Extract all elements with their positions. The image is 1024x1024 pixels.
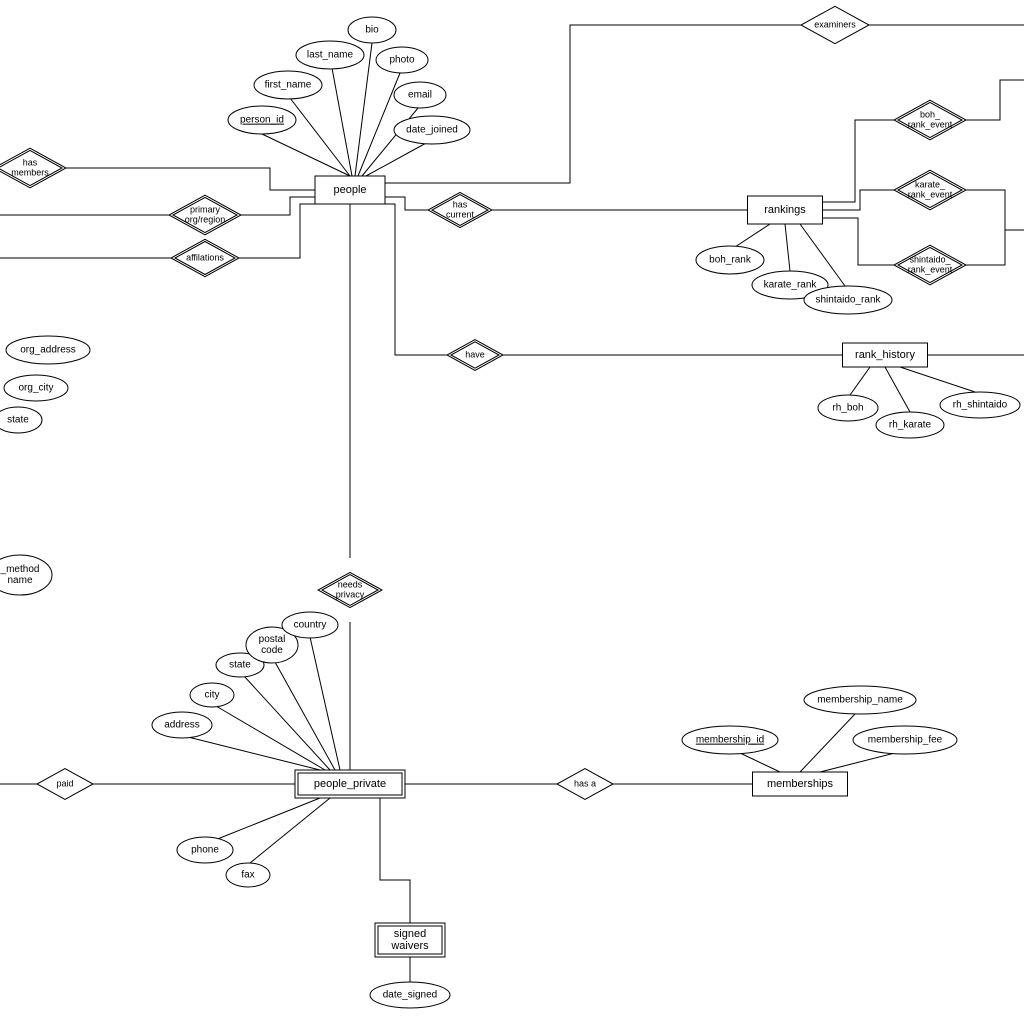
svg-text:privacy: privacy: [336, 589, 365, 599]
svg-text:photo: photo: [389, 55, 414, 66]
svg-text:address: address: [164, 720, 200, 731]
svg-text:current: current: [446, 209, 475, 219]
svg-text:first_name: first_name: [265, 80, 312, 91]
svg-text:shintaido_rank: shintaido_rank: [815, 295, 881, 306]
svg-text:affilations: affilations: [186, 252, 224, 262]
svg-text:rank_event: rank_event: [908, 119, 953, 129]
svg-text:memberships: memberships: [767, 778, 834, 790]
svg-text:date_joined: date_joined: [406, 125, 458, 136]
svg-text:rh_shintaido: rh_shintaido: [953, 400, 1008, 411]
svg-text:person_id: person_id: [240, 115, 284, 126]
svg-text:shintaido_: shintaido_: [909, 254, 951, 264]
svg-text:rank_history: rank_history: [855, 349, 915, 361]
svg-text:bio: bio: [365, 25, 379, 36]
svg-text:code: code: [261, 645, 283, 656]
svg-text:boh_rank: boh_rank: [709, 255, 752, 266]
svg-text:members: members: [11, 167, 49, 177]
svg-text:org_address: org_address: [20, 345, 76, 356]
svg-text:date_signed: date_signed: [383, 990, 438, 1001]
svg-text:primary: primary: [190, 204, 221, 214]
svg-text:last_name: last_name: [307, 50, 354, 61]
svg-text:has: has: [453, 199, 468, 209]
svg-text:email: email: [408, 90, 432, 101]
edges: [0, 25, 1024, 982]
svg-text:people: people: [333, 184, 366, 196]
svg-text:state: state: [229, 660, 251, 671]
svg-text:postal: postal: [259, 634, 286, 645]
svg-text:karate_rank: karate_rank: [764, 280, 818, 291]
svg-text:membership_fee: membership_fee: [868, 735, 943, 746]
svg-text:org_city: org_city: [18, 383, 53, 394]
svg-text:people_private: people_private: [314, 778, 386, 790]
svg-text:examiners: examiners: [814, 19, 856, 29]
svg-text:has a: has a: [574, 778, 596, 788]
svg-text:boh_: boh_: [920, 109, 941, 119]
svg-text:have: have: [465, 349, 485, 359]
svg-text:rank_event: rank_event: [908, 189, 953, 199]
svg-text:org/region: org/region: [185, 214, 226, 224]
svg-text:has: has: [23, 157, 38, 167]
attributes: [0, 17, 1020, 1008]
svg-text:waivers: waivers: [390, 940, 429, 952]
svg-text:karate_: karate_: [915, 179, 946, 189]
svg-text:_method: _method: [0, 564, 39, 575]
svg-text:membership_name: membership_name: [817, 695, 903, 706]
svg-text:phone: phone: [191, 845, 219, 856]
svg-text:rh_karate: rh_karate: [889, 420, 932, 431]
svg-text:paid: paid: [56, 778, 73, 788]
svg-text:city: city: [205, 690, 220, 701]
svg-text:name: name: [7, 575, 32, 586]
svg-text:state: state: [7, 415, 29, 426]
svg-text:rh_boh: rh_boh: [832, 403, 863, 414]
svg-text:fax: fax: [241, 870, 254, 881]
er-diagram: person_id first_name last_name bio photo emai…: [0, 0, 1024, 1024]
svg-text:rankings: rankings: [764, 204, 806, 216]
svg-text:rank_event: rank_event: [908, 264, 953, 274]
svg-text:country: country: [294, 620, 327, 631]
svg-text:membership_id: membership_id: [696, 735, 764, 746]
svg-text:needs: needs: [338, 579, 363, 589]
svg-text:signed: signed: [394, 928, 426, 940]
